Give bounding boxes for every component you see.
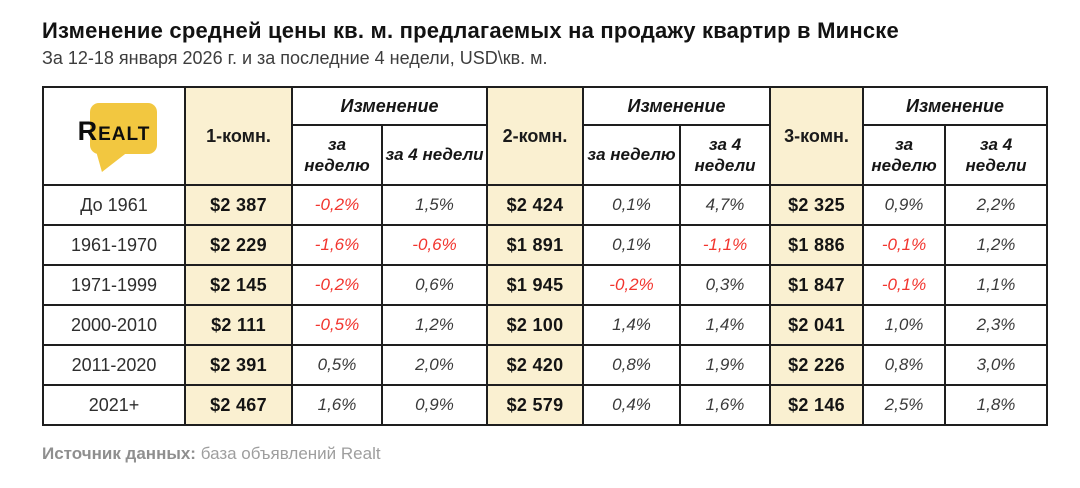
week-change-1room: -0,2% <box>291 184 383 226</box>
col-header-change-3room: Изменение <box>862 86 1049 126</box>
4week-change-1room: 0,9% <box>380 384 489 426</box>
page-subtitle: За 12-18 января 2026 г. и за последние 4… <box>42 48 548 68</box>
week-change-2room: -0,2% <box>582 264 682 306</box>
week-change-1room: 1,6% <box>291 384 383 426</box>
week-change-3room: 0,8% <box>862 344 947 386</box>
week-change-3room: -0,1% <box>862 264 947 306</box>
week-change-1room: 0,5% <box>291 344 383 386</box>
4week-change-2room: 1,4% <box>679 304 772 346</box>
logo-cell: Realt <box>42 86 186 186</box>
4week-change-2room: -1,1% <box>679 224 772 266</box>
4week-change-1room: 2,0% <box>380 344 489 386</box>
realt-logo-text: Realt <box>77 116 151 146</box>
price-table: Realt 1-комн. Изменение 2-комн. Изменени… <box>42 86 1049 426</box>
col-header-4weeks-3room: за 4 недели <box>944 124 1049 186</box>
price-2room: $2 420 <box>486 344 585 386</box>
4week-change-3room: 1,8% <box>944 384 1049 426</box>
4week-change-3room: 1,1% <box>944 264 1049 306</box>
week-change-2room: 0,8% <box>582 344 682 386</box>
price-1room: $2 229 <box>184 224 293 266</box>
data-source-label: Источник данных: <box>42 444 196 463</box>
week-change-1room: -1,6% <box>291 224 383 266</box>
price-2room: $2 424 <box>486 184 585 226</box>
table-row: 1971-1999 $2 145 -0,2% 0,6% $1 945 -0,2%… <box>42 264 1049 306</box>
table-row: 2021+ $2 467 1,6% 0,9% $2 579 0,4% 1,6% … <box>42 384 1049 426</box>
period-label: 2021+ <box>42 384 186 426</box>
price-1room: $2 387 <box>184 184 293 226</box>
week-change-2room: 1,4% <box>582 304 682 346</box>
col-header-3room: 3-комн. <box>769 86 865 186</box>
price-3room: $1 886 <box>769 224 865 266</box>
data-source-text: база объявлений Realt <box>200 444 381 463</box>
col-header-week-2room: за неделю <box>582 124 682 186</box>
week-change-3room: 0,9% <box>862 184 947 226</box>
4week-change-3room: 1,2% <box>944 224 1049 266</box>
week-change-1room: -0,2% <box>291 264 383 306</box>
table-row: 2011-2020 $2 391 0,5% 2,0% $2 420 0,8% 1… <box>42 344 1049 386</box>
col-header-1room: 1-комн. <box>184 86 293 186</box>
price-1room: $2 391 <box>184 344 293 386</box>
price-3room: $2 325 <box>769 184 865 226</box>
4week-change-2room: 0,3% <box>679 264 772 306</box>
col-header-4weeks-2room: за 4 недели <box>679 124 772 186</box>
price-3room: $2 146 <box>769 384 865 426</box>
price-1room: $2 467 <box>184 384 293 426</box>
week-change-3room: 1,0% <box>862 304 947 346</box>
table-row: 1961-1970 $2 229 -1,6% -0,6% $1 891 0,1%… <box>42 224 1049 266</box>
week-change-2room: 0,1% <box>582 224 682 266</box>
page-title: Изменение средней цены кв. м. предлагаем… <box>42 18 899 43</box>
4week-change-2room: 1,6% <box>679 384 772 426</box>
week-change-2room: 0,1% <box>582 184 682 226</box>
price-1room: $2 111 <box>184 304 293 346</box>
4week-change-3room: 2,2% <box>944 184 1049 226</box>
price-2room: $2 100 <box>486 304 585 346</box>
period-label: 2011-2020 <box>42 344 186 386</box>
week-change-1room: -0,5% <box>291 304 383 346</box>
4week-change-1room: -0,6% <box>380 224 489 266</box>
period-label: До 1961 <box>42 184 186 226</box>
period-label: 1971-1999 <box>42 264 186 306</box>
price-3room: $2 041 <box>769 304 865 346</box>
4week-change-1room: 0,6% <box>380 264 489 306</box>
4week-change-1room: 1,2% <box>380 304 489 346</box>
price-2room: $2 579 <box>486 384 585 426</box>
week-change-3room: 2,5% <box>862 384 947 426</box>
table-row: 2000-2010 $2 111 -0,5% 1,2% $2 100 1,4% … <box>42 304 1049 346</box>
col-header-change-1room: Изменение <box>290 86 489 126</box>
realt-logo-tail-icon <box>96 151 129 172</box>
realt-logo: Realt <box>46 88 182 184</box>
col-header-4weeks-1room: за 4 недели <box>380 124 489 186</box>
table-row: До 1961 $2 387 -0,2% 1,5% $2 424 0,1% 4,… <box>42 184 1049 226</box>
price-3room: $2 226 <box>769 344 865 386</box>
price-1room: $2 145 <box>184 264 293 306</box>
week-change-2room: 0,4% <box>582 384 682 426</box>
week-change-3room: -0,1% <box>862 224 947 266</box>
price-3room: $1 847 <box>769 264 865 306</box>
price-2room: $1 891 <box>486 224 585 266</box>
col-header-week-1room: за неделю <box>291 124 383 186</box>
data-source: Источник данных: база объявлений Realt <box>42 444 1042 464</box>
col-header-week-3room: за неделю <box>862 124 947 186</box>
col-header-2room: 2-комн. <box>486 86 585 186</box>
4week-change-2room: 4,7% <box>679 184 772 226</box>
price-2room: $1 945 <box>486 264 585 306</box>
page: Изменение средней цены кв. м. предлагаем… <box>42 18 1049 464</box>
4week-change-3room: 2,3% <box>944 304 1049 346</box>
4week-change-1room: 1,5% <box>380 184 489 226</box>
realt-logo-bubble-icon <box>90 103 157 154</box>
period-label: 1961-1970 <box>42 224 186 266</box>
4week-change-2room: 1,9% <box>679 344 772 386</box>
period-label: 2000-2010 <box>42 304 186 346</box>
col-header-change-2room: Изменение <box>582 86 772 126</box>
4week-change-3room: 3,0% <box>944 344 1049 386</box>
